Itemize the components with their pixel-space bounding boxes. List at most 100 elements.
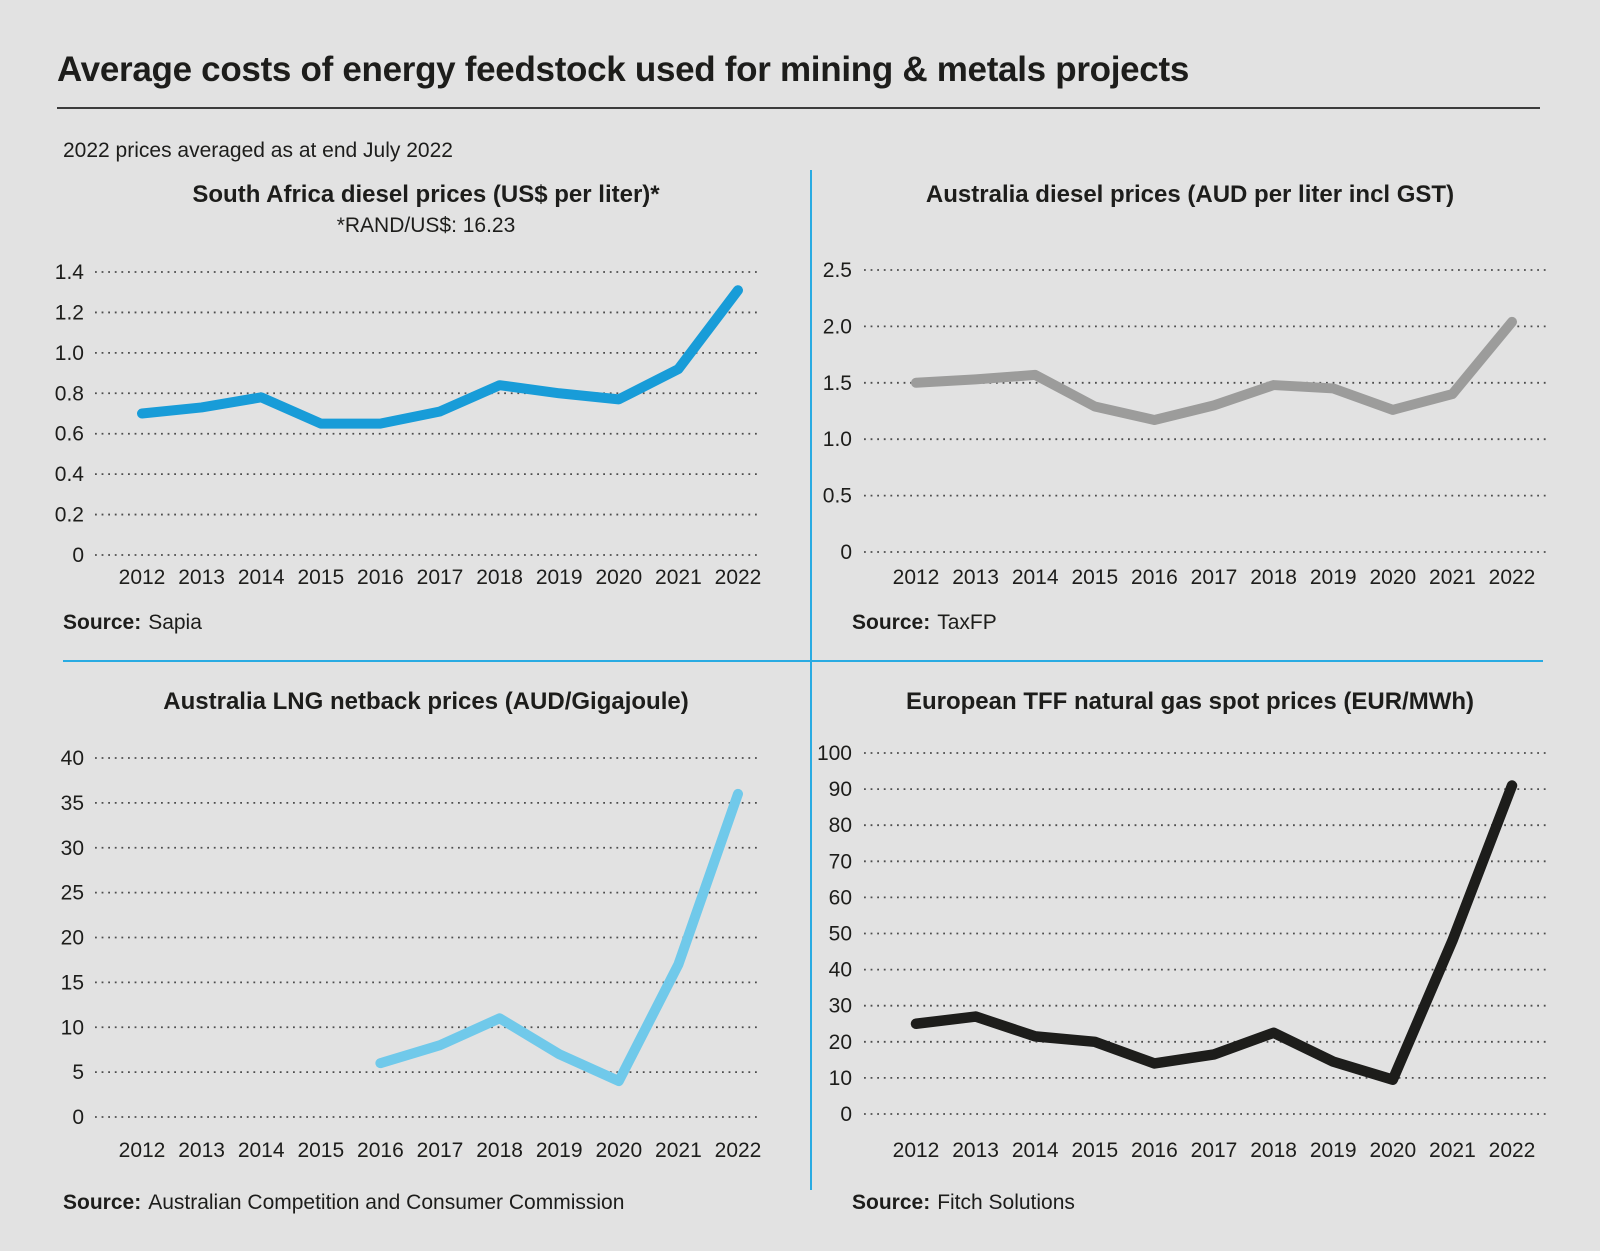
svg-text:2012: 2012 [893, 1139, 940, 1162]
page-title: Average costs of energy feedstock used f… [57, 50, 1189, 89]
quadrant-divider-vertical [810, 170, 812, 1190]
svg-text:0.4: 0.4 [55, 463, 85, 486]
svg-text:40: 40 [61, 747, 84, 770]
svg-text:2012: 2012 [119, 1139, 166, 1162]
svg-text:2015: 2015 [297, 566, 344, 589]
svg-text:20: 20 [61, 927, 84, 950]
svg-text:2018: 2018 [1250, 1139, 1297, 1162]
svg-text:2015: 2015 [297, 1139, 344, 1162]
svg-text:2017: 2017 [1191, 566, 1238, 589]
source-label: Source: [852, 1191, 931, 1214]
chart-title-australia-lng-netback: Australia LNG netback prices (AUD/Gigajo… [163, 688, 689, 715]
svg-text:1.0: 1.0 [55, 342, 84, 365]
chart-title-south-africa-diesel: South Africa diesel prices (US$ per lite… [192, 181, 660, 208]
svg-text:10: 10 [829, 1067, 852, 1090]
svg-text:2016: 2016 [1131, 1139, 1178, 1162]
svg-text:1.4: 1.4 [55, 261, 85, 284]
svg-text:2014: 2014 [238, 1139, 285, 1162]
svg-text:35: 35 [61, 792, 84, 815]
svg-text:2021: 2021 [1429, 1139, 1476, 1162]
source-australia-lng-netback: Source: Australian Competition and Consum… [63, 1191, 624, 1215]
title-rule [57, 107, 1540, 109]
svg-text:10: 10 [61, 1016, 84, 1039]
svg-text:2013: 2013 [178, 566, 225, 589]
source-south-africa-diesel: Source: Sapia [63, 611, 202, 635]
svg-text:2020: 2020 [1369, 566, 1416, 589]
svg-text:2.5: 2.5 [823, 259, 852, 282]
svg-text:2015: 2015 [1071, 1139, 1118, 1162]
svg-text:0: 0 [840, 1103, 852, 1126]
svg-text:60: 60 [829, 886, 852, 909]
svg-text:2022: 2022 [715, 1139, 762, 1162]
svg-text:2018: 2018 [1250, 566, 1297, 589]
svg-text:2020: 2020 [1369, 1139, 1416, 1162]
source-value: TaxFP [937, 611, 997, 634]
source-australia-diesel: Source: TaxFP [852, 611, 997, 635]
svg-text:2019: 2019 [1310, 1139, 1357, 1162]
svg-text:1.5: 1.5 [823, 372, 852, 395]
svg-text:2012: 2012 [119, 566, 166, 589]
svg-text:2019: 2019 [536, 566, 583, 589]
svg-text:30: 30 [61, 837, 84, 860]
svg-text:2018: 2018 [476, 566, 523, 589]
svg-text:2021: 2021 [655, 566, 702, 589]
svg-text:2022: 2022 [715, 566, 762, 589]
svg-text:2013: 2013 [178, 1139, 225, 1162]
svg-text:1.0: 1.0 [823, 428, 852, 451]
svg-text:0.8: 0.8 [55, 382, 84, 405]
chart-title-european-tff-gas: European TFF natural gas spot prices (EU… [905, 688, 1475, 715]
svg-text:2015: 2015 [1071, 566, 1118, 589]
svg-text:2022: 2022 [1489, 1139, 1536, 1162]
quadrant-divider-horizontal [63, 660, 1543, 662]
source-value: Sapia [148, 611, 202, 634]
svg-text:2020: 2020 [595, 566, 642, 589]
svg-text:2017: 2017 [1191, 1139, 1238, 1162]
source-value: Australian Competition and Consumer Comm… [148, 1191, 625, 1214]
svg-text:2019: 2019 [1310, 566, 1357, 589]
chart-title-australia-diesel: Australia diesel prices (AUD per liter i… [925, 181, 1455, 208]
svg-text:0.6: 0.6 [55, 423, 84, 446]
svg-text:100: 100 [817, 742, 852, 765]
svg-text:2014: 2014 [1012, 1139, 1059, 1162]
svg-text:2017: 2017 [417, 1139, 464, 1162]
svg-text:2021: 2021 [655, 1139, 702, 1162]
svg-text:0.5: 0.5 [823, 485, 852, 508]
svg-text:70: 70 [829, 850, 852, 873]
svg-text:40: 40 [829, 959, 852, 982]
svg-text:2017: 2017 [417, 566, 464, 589]
svg-text:80: 80 [829, 814, 852, 837]
svg-text:50: 50 [829, 923, 852, 946]
svg-text:2018: 2018 [476, 1139, 523, 1162]
svg-text:20: 20 [829, 1031, 852, 1054]
svg-text:0: 0 [72, 1106, 84, 1129]
svg-text:30: 30 [829, 995, 852, 1018]
source-label: Source: [63, 611, 142, 634]
svg-text:2014: 2014 [238, 566, 285, 589]
svg-text:2016: 2016 [357, 566, 404, 589]
svg-text:2016: 2016 [1131, 566, 1178, 589]
svg-text:2021: 2021 [1429, 566, 1476, 589]
source-label: Source: [852, 611, 931, 634]
svg-text:90: 90 [829, 778, 852, 801]
source-value: Fitch Solutions [937, 1191, 1075, 1214]
svg-text:2013: 2013 [952, 1139, 999, 1162]
svg-text:0: 0 [840, 541, 852, 564]
svg-text:2.0: 2.0 [823, 315, 852, 338]
svg-text:0: 0 [72, 544, 84, 567]
svg-text:15: 15 [61, 971, 84, 994]
page-subtitle: 2022 prices averaged as at end July 2022 [63, 139, 453, 162]
svg-text:1.2: 1.2 [55, 301, 84, 324]
svg-text:2019: 2019 [536, 1139, 583, 1162]
source-label: Source: [63, 1191, 142, 1214]
source-european-tff-gas: Source: Fitch Solutions [852, 1191, 1075, 1215]
svg-text:5: 5 [72, 1061, 84, 1084]
svg-text:25: 25 [61, 882, 84, 905]
svg-text:2022: 2022 [1489, 566, 1536, 589]
chart-subtitle-south-africa-diesel: *RAND/US$: 16.23 [336, 214, 516, 237]
svg-text:2016: 2016 [357, 1139, 404, 1162]
svg-text:2013: 2013 [952, 566, 999, 589]
svg-text:2014: 2014 [1012, 566, 1059, 589]
svg-text:2012: 2012 [893, 566, 940, 589]
